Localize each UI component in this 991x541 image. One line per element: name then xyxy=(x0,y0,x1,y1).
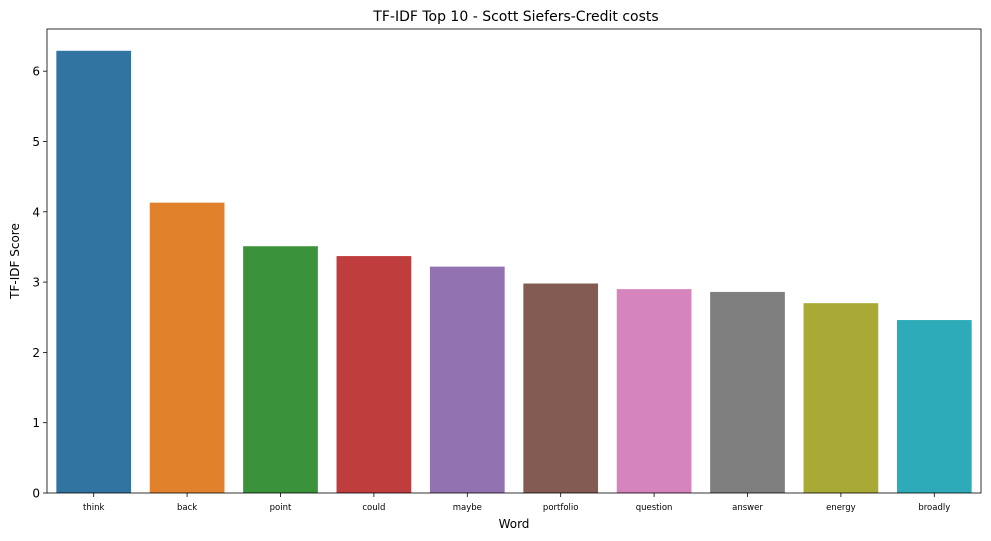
x-tick-label: maybe xyxy=(453,503,482,513)
bar-back xyxy=(149,202,225,493)
chart-title: TF-IDF Top 10 - Scott Siefers-Credit cos… xyxy=(372,9,658,25)
x-tick-label: question xyxy=(636,503,673,513)
x-tick-label: portfolio xyxy=(543,503,579,513)
plot-frame xyxy=(46,28,982,494)
x-tick-label: back xyxy=(177,503,197,513)
y-tick-label: 2 xyxy=(32,346,40,360)
bar-think xyxy=(56,50,132,493)
y-tick-label: 4 xyxy=(32,205,40,219)
bar-energy xyxy=(803,303,879,493)
y-tick-label: 6 xyxy=(32,65,40,79)
bar-question xyxy=(616,289,692,493)
y-tick-label: 0 xyxy=(32,487,40,501)
y-axis-ticks: 0 1 2 3 4 5 6 xyxy=(32,65,47,501)
bar-broadly xyxy=(896,320,972,493)
bar-maybe xyxy=(429,266,505,493)
y-tick-label: 1 xyxy=(32,416,40,430)
x-tick-label: point xyxy=(270,503,292,513)
bars xyxy=(56,50,972,493)
bar-answer xyxy=(710,291,785,493)
x-tick-label: energy xyxy=(826,503,856,513)
bar-point xyxy=(243,246,318,493)
x-tick-label: think xyxy=(83,503,104,513)
x-axis-ticks: think back point could maybe portfolio questio… xyxy=(83,493,950,513)
y-tick-label: 3 xyxy=(32,276,40,290)
x-tick-label: could xyxy=(362,503,385,513)
bar-could xyxy=(336,256,412,493)
x-axis-label: Word xyxy=(499,517,530,531)
y-tick-label: 5 xyxy=(32,135,40,149)
x-tick-label: answer xyxy=(732,503,763,513)
x-tick-label: broadly xyxy=(918,503,950,513)
y-axis-label: TF-IDF Score xyxy=(8,223,22,300)
bar-portfolio xyxy=(523,283,599,493)
